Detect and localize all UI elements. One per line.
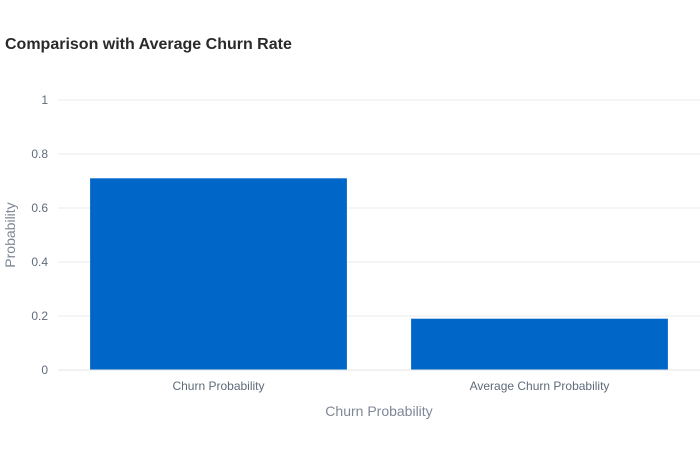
y-tick-label: 0.8 bbox=[31, 147, 48, 161]
y-tick-label: 0.4 bbox=[31, 255, 48, 269]
x-tick-label: Churn Probability bbox=[172, 379, 264, 393]
x-axis-title: Churn Probability bbox=[325, 403, 432, 419]
bar-1 bbox=[90, 178, 347, 370]
x-tick-label: Average Churn Probability bbox=[470, 379, 610, 393]
y-tick-label: 0.6 bbox=[31, 201, 48, 215]
y-tick-label: 1 bbox=[41, 93, 48, 107]
y-axis-title: Probability bbox=[2, 202, 18, 267]
chart-title: Comparison with Average Churn Rate bbox=[5, 36, 292, 53]
bar-2 bbox=[411, 318, 668, 370]
y-tick-label: 0.2 bbox=[31, 309, 48, 323]
y-tick-label: 0 bbox=[41, 363, 48, 377]
axes: 0 0.2 0.4 0.6 0.8 1 Churn Probability Average C… bbox=[31, 93, 700, 393]
bars bbox=[90, 178, 668, 370]
